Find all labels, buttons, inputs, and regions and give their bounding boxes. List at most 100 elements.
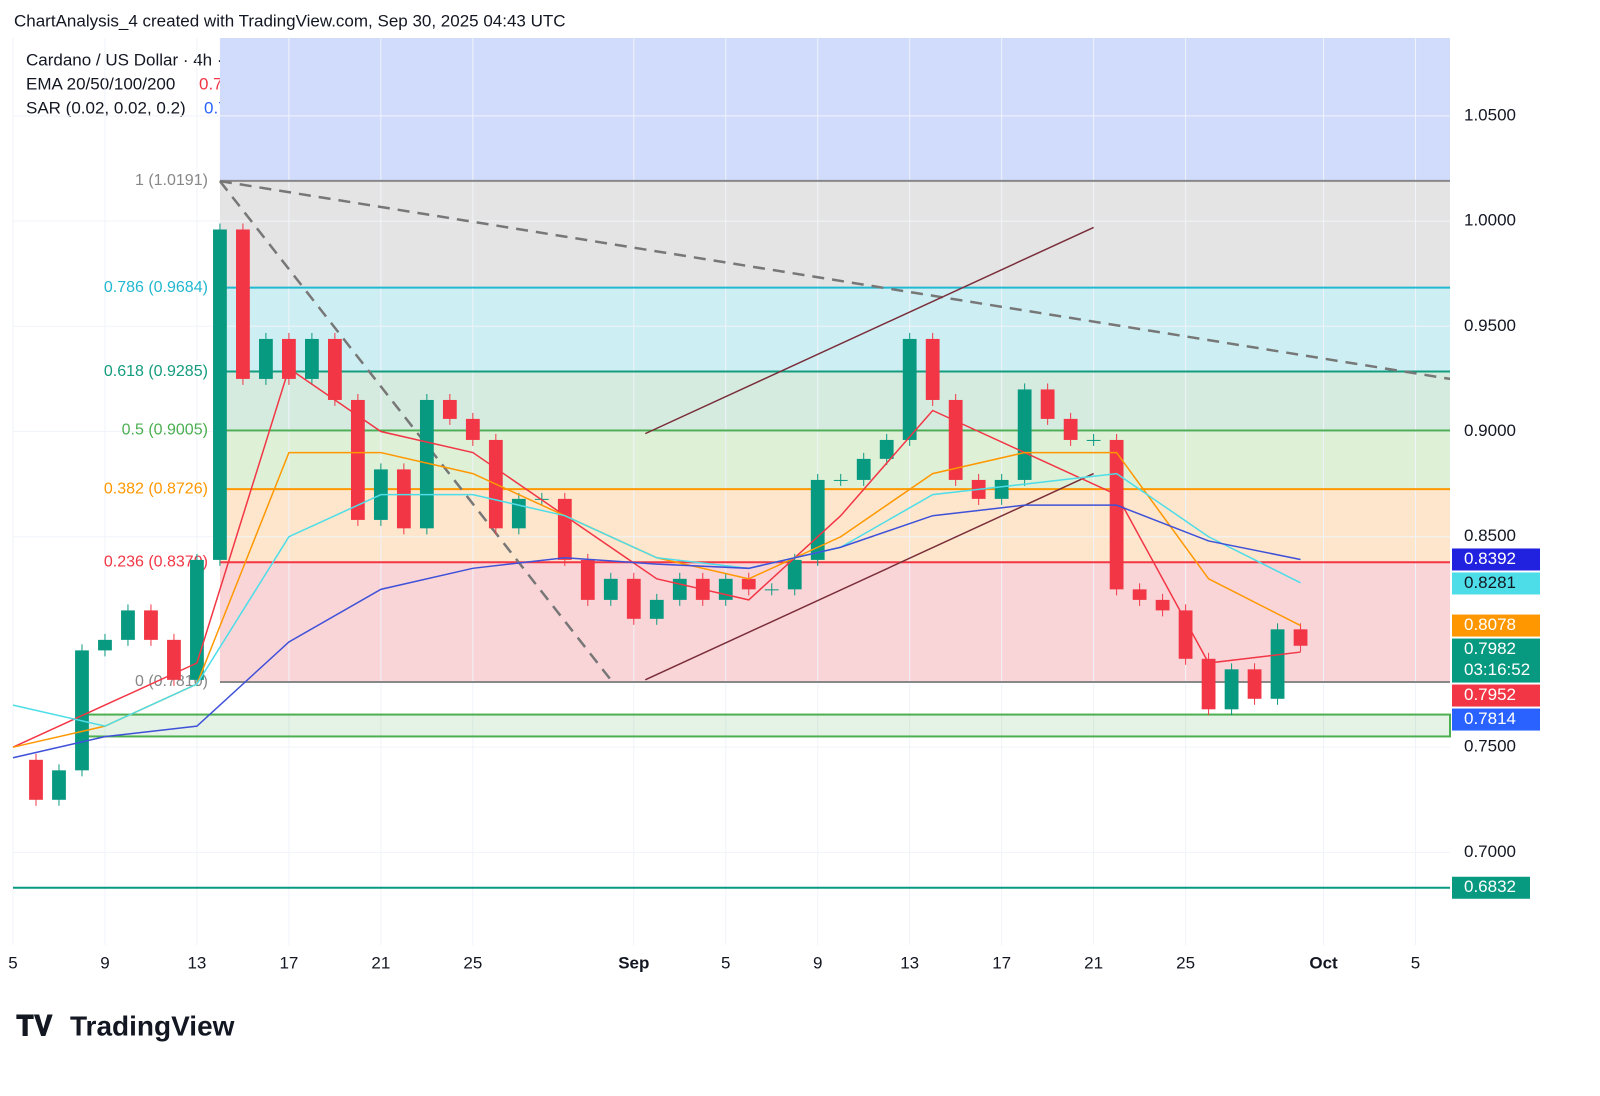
price-label-bg: [1452, 548, 1540, 571]
candle: [1040, 389, 1055, 419]
candle: [1017, 389, 1032, 480]
x-tick-label: Oct: [1309, 953, 1338, 972]
price-label-bg: [1452, 638, 1540, 683]
candle: [304, 338, 319, 379]
logo: TradingView: [70, 1010, 235, 1041]
candle: [741, 578, 756, 590]
candle: [1178, 610, 1193, 659]
price-label: 0.8078: [1464, 615, 1516, 634]
fib-zone: [219, 180, 1451, 288]
y-tick-label: 1.0000: [1464, 211, 1516, 230]
y-tick-label: 0.9500: [1464, 316, 1516, 335]
fib-zone: [219, 287, 1451, 372]
candle: [580, 559, 595, 600]
price-label: 0.7982: [1464, 639, 1516, 658]
y-tick-label: 0.9000: [1464, 421, 1516, 440]
candle: [925, 338, 940, 400]
fib-zone: [219, 371, 1451, 431]
x-tick-label: 21: [371, 953, 390, 972]
candle: [718, 578, 733, 600]
trendline: [219, 179, 1451, 381]
candle: [167, 639, 181, 680]
y-tick-label: 1.0500: [1464, 105, 1516, 124]
candle: [856, 458, 871, 480]
candle: [626, 578, 641, 619]
x-tick-label: 13: [900, 953, 919, 972]
trendline: [218, 180, 612, 681]
x-tick-label: 9: [100, 953, 109, 972]
fib-label: 0.618 (0.9285): [104, 363, 208, 380]
candle: [327, 338, 342, 400]
candle: [1132, 589, 1147, 600]
fib-zone: [219, 562, 1451, 682]
candle: [787, 559, 802, 590]
price-label-bg: [1452, 572, 1540, 595]
candle: [1293, 629, 1308, 646]
price-label: 0.8392: [1464, 549, 1516, 568]
fib-label: 0 (0.7810): [135, 673, 208, 690]
ema-line: [12, 367, 1301, 748]
candle: [1224, 669, 1239, 710]
candle: [1201, 658, 1216, 710]
fib-label: 0.236 (0.8379): [104, 553, 208, 570]
candle: [1155, 599, 1170, 611]
x-tick-label: 21: [1084, 953, 1103, 972]
ema-label: EMA 20/50/100/200: [26, 74, 175, 93]
candle: [98, 639, 112, 651]
candle: [879, 439, 894, 459]
x-tick-label: 25: [1176, 953, 1195, 972]
x-tick-label: 5: [8, 953, 17, 972]
trendline: [644, 226, 1094, 435]
candle: [52, 770, 66, 800]
candle: [396, 469, 411, 529]
price-label-bg: [1452, 708, 1540, 731]
fib-zone: [219, 38, 1451, 181]
sar-label: SAR (0.02, 0.02, 0.2): [26, 98, 186, 117]
price-label: 0.8281: [1464, 573, 1516, 592]
countdown: 03:16:52: [1464, 660, 1530, 679]
fib-label: 0.382 (0.8726): [104, 480, 208, 497]
candle: [350, 399, 365, 520]
candle: [29, 759, 43, 800]
x-tick-label: Sep: [618, 953, 649, 972]
candle: [994, 479, 1009, 499]
price-label-bg: [1452, 614, 1540, 637]
candle: [833, 479, 848, 481]
price-label: 0.7814: [1464, 709, 1516, 728]
logo-mark: 𝐓𝐕: [16, 1010, 53, 1041]
support-label: 0.6832: [1464, 877, 1516, 896]
candle: [236, 229, 250, 379]
candle: [557, 498, 572, 560]
ema-line: [12, 504, 1301, 759]
fib-label: 1 (1.0191): [135, 172, 208, 189]
candle: [603, 578, 618, 600]
candle: [442, 399, 457, 419]
support-label-bg: [1452, 876, 1530, 899]
candle: [465, 418, 480, 440]
fib-label: 0.5 (0.9005): [122, 422, 208, 439]
candle: [1063, 418, 1078, 440]
ema-line: [12, 472, 1301, 727]
candle: [213, 229, 227, 560]
candle: [672, 578, 687, 600]
credit: ChartAnalysis_4 created with TradingView…: [14, 11, 566, 30]
y-tick-label: 0.7500: [1464, 737, 1516, 756]
candle: [764, 589, 779, 591]
trendline: [644, 472, 1094, 681]
candle: [282, 338, 296, 379]
support-zone: [80, 713, 1452, 738]
x-tick-label: 5: [1411, 953, 1420, 972]
candle: [121, 610, 135, 640]
candle: [259, 338, 273, 379]
x-tick-label: 9: [813, 953, 822, 972]
candle: [419, 399, 434, 529]
fib-label: 0.786 (0.9684): [104, 279, 208, 296]
candle: [1109, 439, 1124, 590]
x-tick-label: 17: [279, 953, 298, 972]
x-tick-label: 13: [187, 953, 206, 972]
candle: [1270, 629, 1285, 699]
candle: [902, 338, 917, 440]
candle: [511, 498, 526, 529]
